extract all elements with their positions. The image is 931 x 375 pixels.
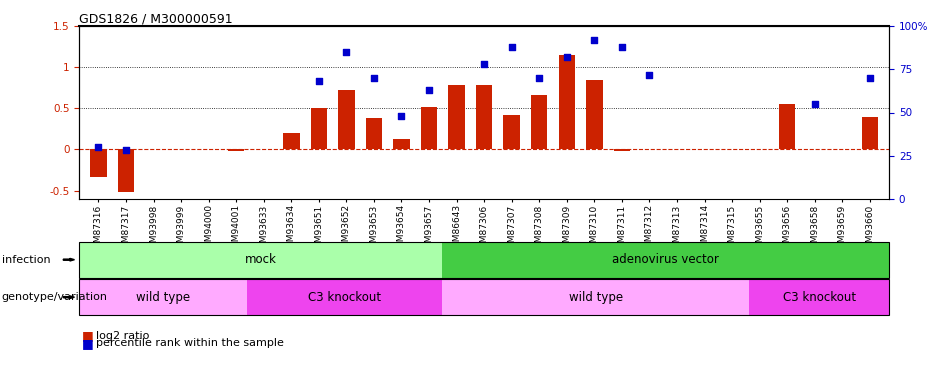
Text: percentile rank within the sample: percentile rank within the sample [96,338,284,348]
Bar [117,150,134,192]
Point [339,49,354,55]
Text: ■: ■ [82,337,94,350]
Bar [504,115,519,150]
Point [614,44,629,50]
Text: infection: infection [2,255,50,265]
Point [560,54,574,60]
Point [587,37,601,43]
Point [394,113,409,119]
Bar [283,133,300,150]
Bar [559,55,575,150]
Point [532,75,546,81]
Bar [228,150,245,151]
Point [367,75,382,81]
Bar [393,139,410,150]
Bar [366,118,383,150]
Bar [614,150,630,151]
Point [642,72,657,78]
Bar [449,85,465,150]
Point [807,101,822,107]
Point [422,87,437,93]
Point [118,147,133,153]
Text: C3 knockout: C3 knockout [308,291,381,304]
Bar [90,150,107,177]
Bar [531,95,547,150]
Bar [779,104,795,150]
Text: ■: ■ [82,329,94,342]
Text: log2 ratio: log2 ratio [96,331,149,340]
Text: mock: mock [245,253,277,266]
Point [862,75,877,81]
Point [311,78,326,84]
Point [505,44,519,50]
Bar [421,107,438,150]
Text: wild type: wild type [136,291,190,304]
Bar [586,81,602,150]
Bar [338,90,355,150]
Text: C3 knockout: C3 knockout [783,291,856,304]
Text: GDS1826 / M300000591: GDS1826 / M300000591 [79,12,233,25]
Text: wild type: wild type [569,291,623,304]
Text: adenovirus vector: adenovirus vector [613,253,719,266]
Bar [476,85,492,150]
Point [91,144,106,150]
Bar [861,117,878,150]
Bar [311,108,327,150]
Point [477,61,492,67]
Text: genotype/variation: genotype/variation [2,292,108,302]
